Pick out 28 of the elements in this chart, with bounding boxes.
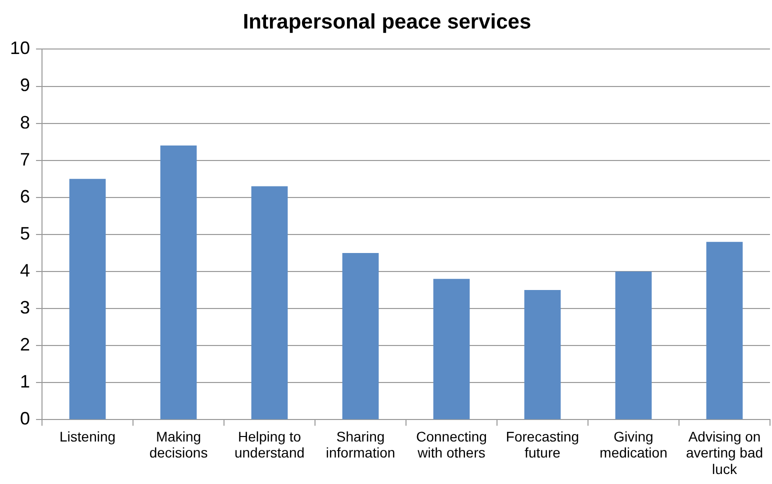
x-tick-label: Forecasting future [506,428,580,461]
x-tick-label: Listening [59,428,116,445]
bar [615,272,652,420]
y-tick-label: 0 [20,408,30,429]
bar [524,290,561,420]
y-tick-label: 2 [20,334,30,355]
x-tick-label: Sharing information [326,428,396,461]
y-tick-label: 9 [20,75,30,96]
x-tick-label: Connecting with others [416,428,487,461]
bar [342,252,379,420]
bar [160,146,197,420]
x-tick-label: Advising on averting bad luck [686,428,764,477]
y-tick-label: 3 [20,298,30,318]
y-tick-label: 1 [20,372,30,392]
chart-title: Intrapersonal peace services [242,10,532,34]
x-tick-label: Making decisions [149,428,208,461]
bar [706,242,743,420]
bar [251,186,288,420]
y-tick-label: 5 [20,223,30,244]
bar [69,178,106,420]
y-tick-label: 4 [20,260,30,280]
y-tick-label: 7 [20,149,30,170]
x-tick-label: Giving medication [600,428,668,461]
bar [433,278,470,420]
y-tick-label: 8 [20,112,30,132]
x-tick-label: Helping to understand [234,428,305,461]
y-tick-label: 6 [20,186,30,206]
y-tick-label: 10 [10,38,30,58]
